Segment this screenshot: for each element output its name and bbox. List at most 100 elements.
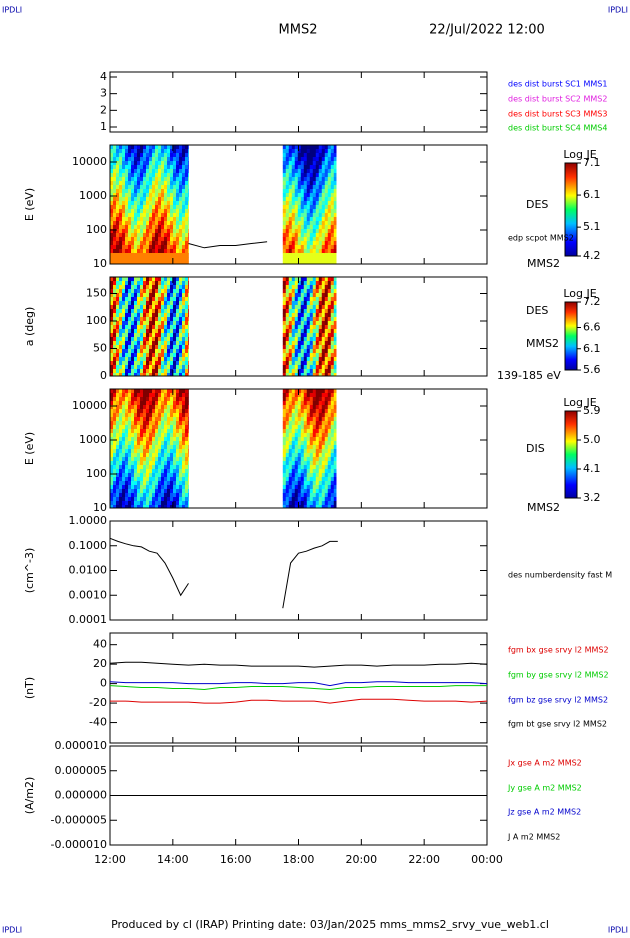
spectrogram-cell	[312, 473, 317, 478]
spectrogram-cell	[312, 413, 317, 418]
spectrogram-cell	[146, 237, 150, 242]
spectrogram-cell	[137, 449, 141, 454]
spectrogram-cell	[167, 217, 171, 222]
spectrogram-cell	[131, 253, 135, 258]
spectrogram-cell	[327, 433, 332, 438]
spectrogram-cell	[303, 313, 308, 318]
spectrogram-cell	[143, 209, 147, 214]
spectrogram-cell	[285, 209, 290, 214]
spectrogram-cell	[149, 329, 153, 334]
spectrogram-cell	[110, 245, 114, 250]
spectrogram-cell	[318, 397, 323, 402]
spectrogram-cell	[303, 433, 308, 438]
spectrogram-cell	[143, 493, 147, 498]
spectrogram-cell	[291, 465, 296, 470]
spectrogram-cell	[128, 157, 132, 162]
spectrogram-cell	[134, 405, 138, 410]
spectrogram-cell	[110, 361, 114, 366]
spectrogram-cell	[110, 469, 114, 474]
spectrogram-cell	[312, 257, 317, 262]
spectrogram-cell	[170, 405, 174, 410]
spectrogram-cell	[110, 401, 114, 406]
spectrogram-cell	[185, 289, 189, 294]
spectrogram-cell	[173, 449, 177, 454]
spectrogram-cell	[167, 317, 171, 322]
spectrogram-cell	[297, 305, 302, 310]
spectrogram-cell	[170, 373, 174, 377]
spectrogram-cell	[113, 461, 117, 466]
spectrogram-cell	[282, 505, 287, 509]
spectrogram-cell	[315, 257, 320, 262]
spectrogram-cell	[297, 221, 302, 226]
spectrogram-cell	[291, 181, 296, 186]
spectrogram-cell	[176, 321, 180, 326]
spectrogram-cell	[309, 225, 314, 230]
spectrogram-cell	[282, 205, 287, 210]
spectrogram-cell	[158, 317, 162, 322]
spectrogram-cell	[149, 337, 153, 342]
spectrogram-cell	[176, 301, 180, 306]
spectrogram-cell	[182, 225, 186, 230]
y-tick-label: 10	[93, 257, 107, 270]
spectrogram-cell	[321, 225, 326, 230]
spectrogram-cell	[167, 361, 171, 366]
spectrogram-cell	[170, 481, 174, 486]
spectrogram-cell	[158, 181, 162, 186]
spectrogram-cell	[315, 301, 320, 306]
spectrogram-cell	[143, 425, 147, 430]
spectrogram-cell	[188, 169, 189, 174]
spectrogram-cell	[173, 373, 177, 377]
spectrogram-cell	[300, 189, 305, 194]
spectrogram-cell	[182, 329, 186, 334]
spectrogram-cell	[282, 165, 287, 170]
spectrogram-cell	[294, 337, 299, 342]
spectrogram-cell	[125, 205, 129, 210]
spectrogram-cell	[167, 441, 171, 446]
spectrogram-cell	[300, 185, 305, 190]
spectrogram-cell	[161, 369, 165, 374]
spectrogram-cell	[149, 393, 153, 398]
spectrogram-cell	[161, 237, 165, 242]
spectrogram-cell	[134, 441, 138, 446]
spectrogram-cell	[137, 149, 141, 154]
spectrogram-cell	[110, 169, 114, 174]
spectrogram-cell	[131, 149, 135, 154]
spectrogram-cell	[330, 397, 335, 402]
spectrogram-cell	[119, 201, 123, 206]
colorbar-tick-label: 6.1	[583, 188, 601, 201]
spectrogram-cell	[149, 365, 153, 370]
spectrogram-cell	[167, 349, 171, 354]
spectrogram-cell	[128, 433, 132, 438]
spectrogram-cell	[152, 309, 156, 314]
spectrogram-cell	[185, 233, 189, 238]
spectrogram-cell	[303, 369, 308, 374]
spectrogram-cell	[303, 145, 308, 150]
spectrogram-cell	[119, 353, 123, 358]
spectrogram-cell	[315, 501, 320, 506]
spectrogram-cell	[282, 157, 287, 162]
spectrogram-cell	[333, 293, 337, 298]
spectrogram-cell	[164, 329, 168, 334]
spectrogram-cell	[122, 205, 126, 210]
spectrogram-cell	[110, 261, 114, 265]
spectrogram-cell	[110, 345, 114, 350]
spectrogram-cell	[173, 485, 177, 490]
spectrogram-cell	[158, 149, 162, 154]
spectrogram-cell	[182, 469, 186, 474]
spectrogram-cell	[176, 493, 180, 498]
spectrogram-cell	[161, 493, 165, 498]
spectrogram-cell	[143, 225, 147, 230]
spectrogram-cell	[288, 477, 293, 482]
spectrogram-cell	[167, 157, 171, 162]
spectrogram-cell	[303, 229, 308, 234]
spectrogram-cell	[170, 445, 174, 450]
spectrogram-cell	[173, 469, 177, 474]
spectrogram-cell	[131, 305, 135, 310]
spectrogram-cell	[131, 237, 135, 242]
spectrogram-cell	[149, 353, 153, 358]
spectrogram-cell	[164, 193, 168, 198]
spectrogram-cell	[318, 501, 323, 506]
spectrogram-cell	[173, 165, 177, 170]
spectrogram-cell	[110, 461, 114, 466]
spectrogram-cell	[116, 281, 120, 286]
